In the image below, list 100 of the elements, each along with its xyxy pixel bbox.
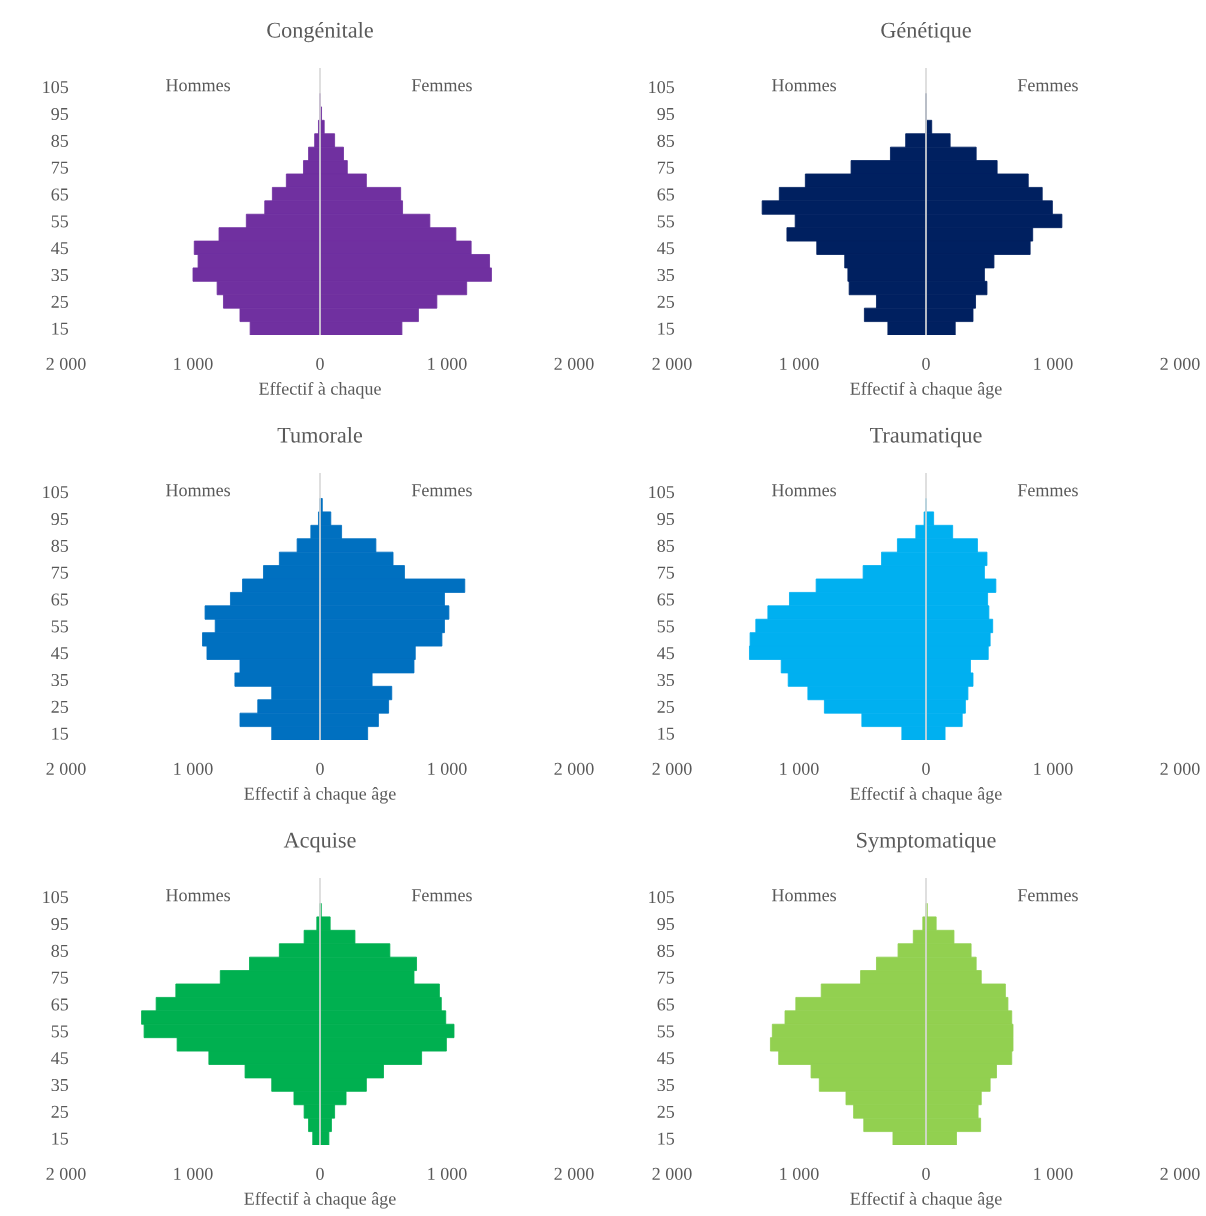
y-tick-label: 65 [657, 998, 675, 1011]
x-tick-label: 2 000 [652, 762, 692, 775]
y-tick-label: 105 [649, 486, 675, 499]
annotation: Femmes [411, 79, 472, 92]
x-tick-label: 2 000 [652, 357, 692, 370]
x-tick-label: 1 000 [174, 762, 213, 775]
annotation: Femmes [411, 484, 472, 497]
y-tick-label: 25 [51, 700, 69, 713]
y-tick-label: 105 [43, 891, 69, 904]
y-tick-label: 55 [51, 620, 69, 633]
x-tick-label: 2 000 [652, 1167, 692, 1180]
x-axis-title: Effectif à chaque âge [850, 381, 1002, 399]
y-tick-label: 45 [657, 1052, 675, 1065]
y-tick-label: 45 [51, 647, 69, 660]
y-tick-label: 55 [657, 1025, 675, 1038]
y-tick-label: 55 [657, 620, 675, 633]
y-tick-label: 65 [51, 188, 69, 201]
annotation: Hommes [166, 889, 231, 902]
x-tick-label: 2 000 [46, 1167, 86, 1180]
chart-title: Symptomatique [857, 832, 996, 853]
y-tick-label: 75 [657, 971, 675, 984]
x-tick-label: 0 [316, 1167, 324, 1180]
y-tick-label: 25 [657, 700, 675, 713]
y-tick-label: 105 [43, 81, 69, 94]
annotation: Femmes [1017, 484, 1078, 497]
x-tick-label: 0 [316, 762, 324, 775]
x-tick-label: 2 000 [46, 762, 86, 775]
x-tick-label: 1 000 [780, 357, 819, 370]
x-tick-label: 1 000 [428, 762, 467, 775]
x-axis-title: Effectif à chaque âge [244, 1191, 396, 1209]
chart-title: Acquise [283, 832, 356, 853]
annotation: Femmes [1017, 79, 1078, 92]
y-tick-label: 55 [657, 215, 675, 228]
y-tick-label: 15 [52, 1132, 69, 1145]
y-tick-label: 35 [657, 268, 675, 282]
x-tick-label: 0 [922, 762, 930, 775]
annotation: Hommes [772, 484, 837, 497]
y-tick-label: 35 [657, 673, 675, 687]
annotation: Hommes [166, 484, 231, 497]
y-tick-label: 55 [51, 1025, 69, 1038]
y-tick-label: 95 [51, 512, 69, 526]
annotation: Hommes [772, 889, 837, 902]
y-tick-label: 85 [51, 539, 69, 552]
x-axis-title: Effectif à chaque âge [850, 1191, 1002, 1209]
x-tick-label: 1 000 [1034, 762, 1073, 775]
x-tick-label: 1 000 [174, 1167, 213, 1180]
x-tick-label: 2 000 [554, 762, 594, 775]
y-tick-label: 55 [51, 215, 69, 228]
y-tick-label: 65 [51, 593, 69, 606]
chart-title: Tumorale [277, 427, 363, 443]
y-tick-label: 25 [51, 295, 69, 308]
annotation: Hommes [772, 79, 837, 92]
y-tick-label: 85 [51, 134, 69, 147]
x-axis-title: Effectif à chaque [259, 381, 381, 399]
annotation: Hommes [166, 79, 231, 92]
y-tick-label: 25 [51, 1105, 69, 1118]
y-tick-label: 45 [657, 242, 675, 255]
y-tick-label: 75 [51, 971, 69, 984]
chart-title: Traumatique [870, 427, 982, 448]
x-tick-label: 1 000 [780, 1167, 819, 1180]
x-tick-label: 1 000 [428, 1167, 467, 1180]
y-tick-label: 45 [51, 1052, 69, 1065]
y-tick-label: 45 [51, 242, 69, 255]
x-tick-label: 0 [922, 1167, 930, 1180]
x-axis-title: Effectif à chaque âge [850, 786, 1002, 804]
y-tick-label: 25 [657, 295, 675, 308]
y-tick-label: 15 [658, 1132, 675, 1145]
y-tick-label: 95 [657, 917, 675, 931]
y-tick-label: 25 [657, 1105, 675, 1118]
y-tick-label: 105 [649, 81, 675, 94]
x-axis-title: Effectif à chaque âge [244, 786, 396, 804]
y-tick-label: 35 [51, 673, 69, 687]
y-tick-label: 15 [658, 322, 675, 335]
y-tick-label: 65 [657, 593, 675, 606]
y-tick-label: 15 [52, 727, 69, 740]
x-tick-label: 2 000 [1160, 1167, 1200, 1180]
y-tick-label: 35 [51, 268, 69, 282]
y-tick-label: 75 [657, 566, 675, 579]
y-tick-label: 35 [51, 1078, 69, 1092]
y-tick-label: 45 [657, 647, 675, 660]
chart-title: Congénitale [267, 21, 373, 43]
y-tick-label: 15 [52, 322, 69, 335]
x-tick-label: 0 [316, 357, 324, 370]
x-tick-label: 2 000 [1160, 357, 1200, 370]
x-tick-label: 2 000 [46, 357, 86, 370]
x-tick-label: 1 000 [174, 357, 213, 370]
x-tick-label: 1 000 [1034, 1167, 1073, 1180]
x-tick-label: 2 000 [554, 357, 594, 370]
annotation: Femmes [411, 889, 472, 902]
y-tick-label: 75 [51, 161, 69, 174]
y-tick-label: 75 [657, 161, 675, 174]
y-tick-label: 95 [657, 512, 675, 526]
y-tick-label: 85 [657, 539, 675, 552]
x-tick-label: 2 000 [554, 1167, 594, 1180]
x-tick-label: 2 000 [1160, 762, 1200, 775]
y-tick-label: 65 [657, 188, 675, 201]
y-tick-label: 65 [51, 998, 69, 1011]
y-tick-label: 95 [657, 107, 675, 121]
y-tick-label: 85 [657, 944, 675, 957]
y-tick-label: 15 [658, 727, 675, 740]
